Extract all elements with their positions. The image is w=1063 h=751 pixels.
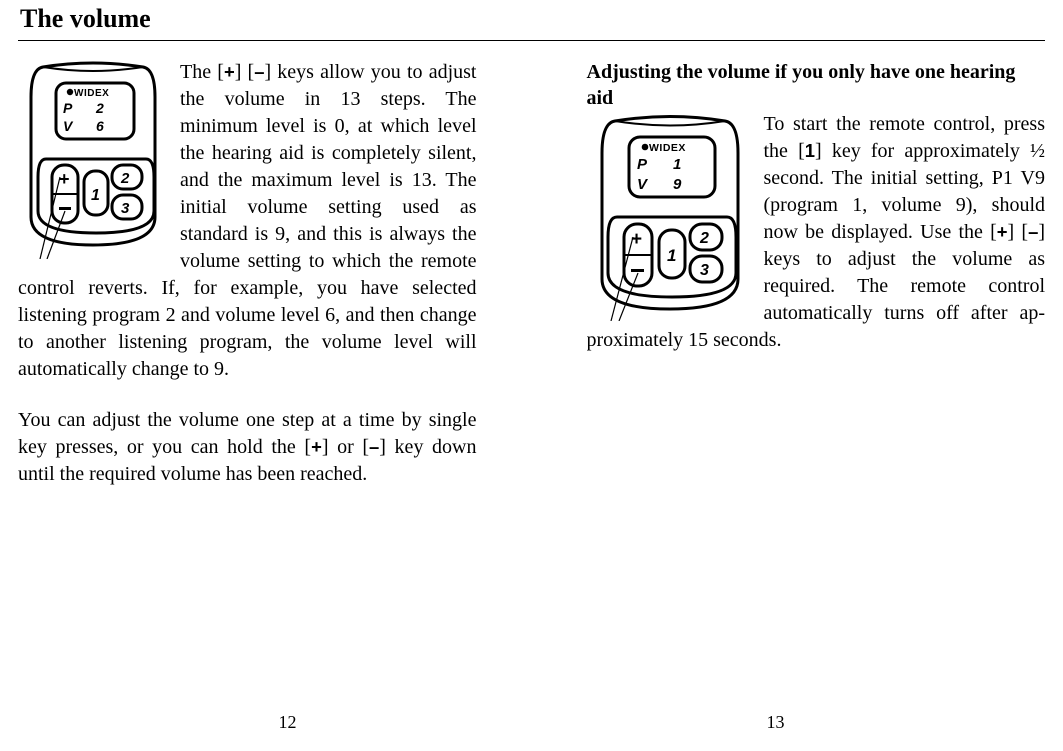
- svg-text:6: 6: [96, 118, 104, 134]
- svg-text:WIDEX: WIDEX: [74, 88, 109, 99]
- page-number-left: 12: [279, 712, 297, 733]
- svg-text:P: P: [637, 156, 648, 173]
- plus-key-ref: +: [224, 61, 235, 82]
- svg-text:9: 9: [673, 176, 682, 193]
- page-title: The volume: [20, 4, 1045, 34]
- svg-text:2: 2: [95, 100, 104, 116]
- svg-text:2: 2: [120, 170, 130, 187]
- right-subheading: Adjusting the volume if you only have on…: [587, 59, 1046, 111]
- svg-text:WIDEX: WIDEX: [649, 142, 686, 154]
- left-paragraph-2: You can adjust the volume one step at a …: [18, 407, 477, 488]
- remote-illustration-left: WIDEX P 2 V 6 + 1: [18, 59, 168, 259]
- svg-text:3: 3: [700, 262, 709, 279]
- page-numbers: 12 13: [0, 712, 1063, 733]
- svg-text:1: 1: [667, 246, 676, 265]
- svg-text:1: 1: [673, 156, 681, 173]
- remote-illustration-right: WIDEX P 1 V 9 + 1 2: [587, 111, 752, 321]
- svg-text:3: 3: [121, 200, 130, 217]
- svg-text:2: 2: [699, 230, 709, 247]
- minus-key-ref: –: [254, 61, 264, 82]
- left-column: WIDEX P 2 V 6 + 1: [18, 59, 477, 488]
- one-key-ref: 1: [805, 140, 815, 161]
- page-number-right: 13: [767, 712, 785, 733]
- svg-text:P: P: [63, 100, 73, 116]
- content-columns: WIDEX P 2 V 6 + 1: [18, 40, 1045, 488]
- svg-text:+: +: [59, 169, 70, 189]
- right-column: Adjusting the volume if you only have on…: [587, 59, 1046, 488]
- svg-text:1: 1: [91, 187, 100, 204]
